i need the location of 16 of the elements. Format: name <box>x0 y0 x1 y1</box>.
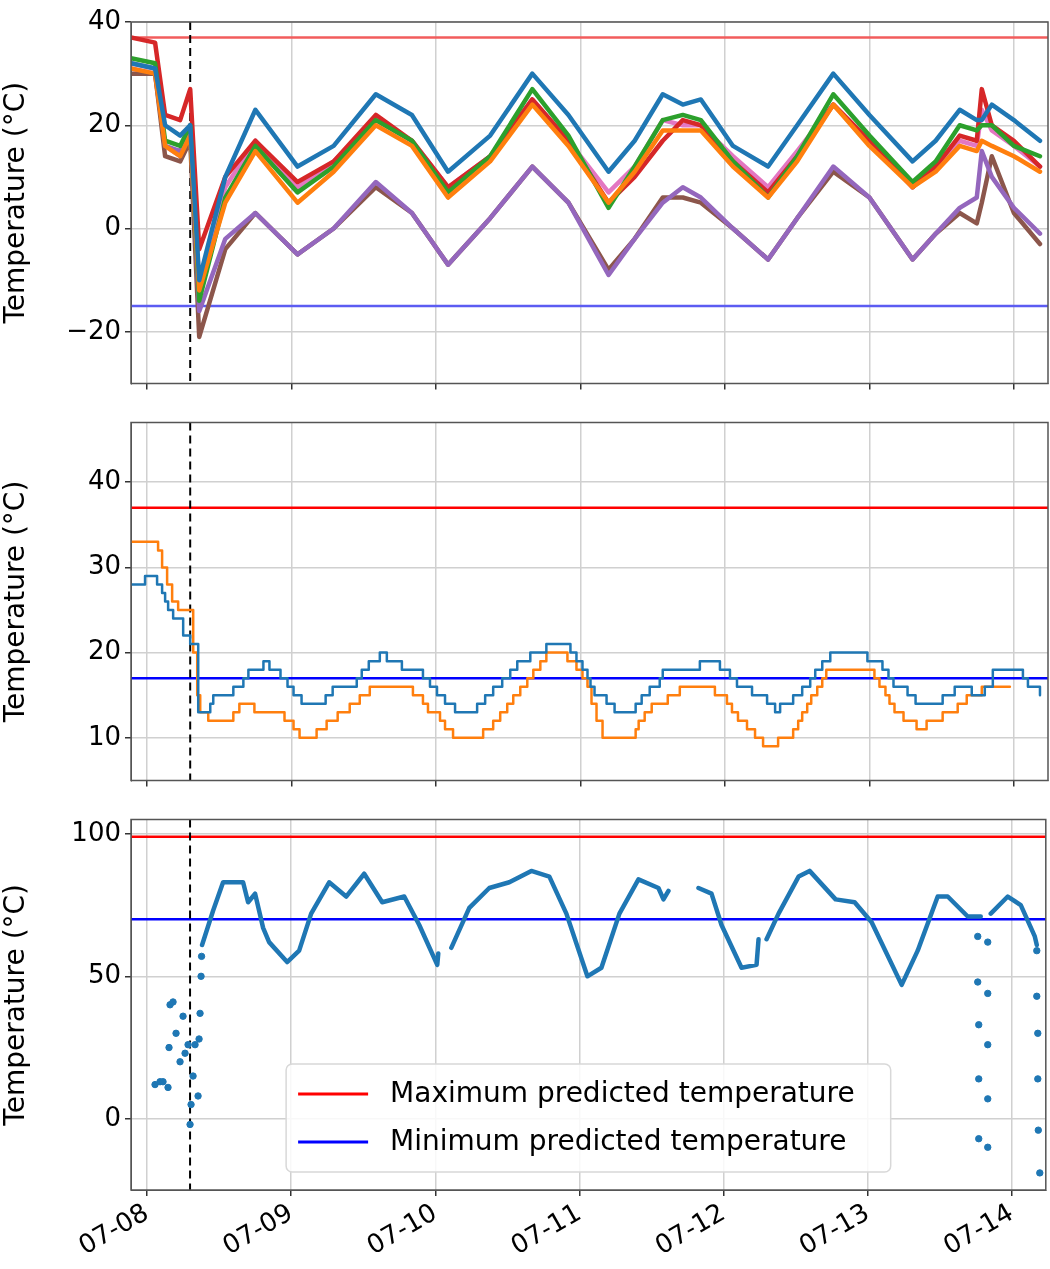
y-tick-label: 40 <box>87 4 121 35</box>
legend-label: Minimum predicted temperature <box>390 1124 847 1158</box>
y-tick-label: 20 <box>87 108 121 139</box>
y-tick-label: 30 <box>87 550 121 581</box>
y-tick-label: 20 <box>87 635 121 666</box>
y-axis-title: Temperature (°C) <box>0 883 32 1127</box>
y-tick-label: −20 <box>66 314 121 345</box>
y-axis-title: Temperature (°C) <box>0 81 32 325</box>
y-tick-label: 40 <box>87 464 121 495</box>
y-tick-label: 0 <box>104 1101 121 1132</box>
legend-label: Maximum predicted temperature <box>390 1076 855 1110</box>
y-tick-label: 10 <box>87 720 121 751</box>
y-axis-title: Temperature (°C) <box>0 480 32 724</box>
y-tick-label: 0 <box>104 211 121 242</box>
y-tick-label: 100 <box>71 816 121 847</box>
y-tick-label: 50 <box>87 959 121 990</box>
